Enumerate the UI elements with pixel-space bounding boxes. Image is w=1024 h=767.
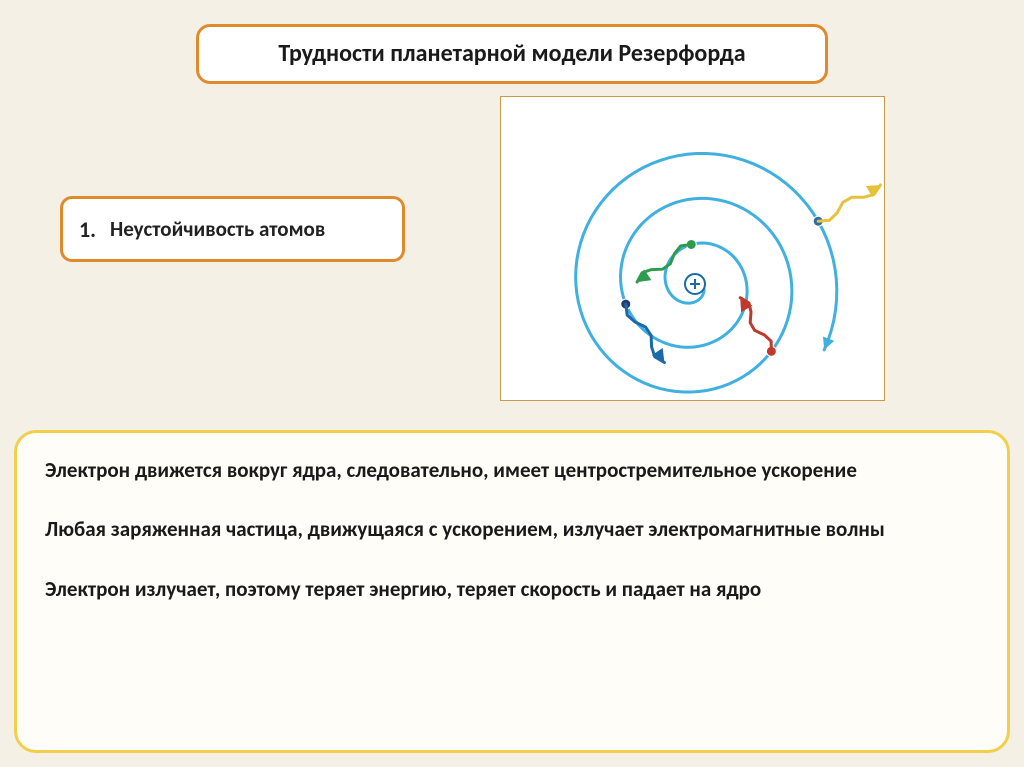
point-number: 1. [79, 216, 96, 243]
header-box: Трудности планетарной модели Резерфорда [196, 24, 828, 84]
slide: Трудности планетарной модели Резерфорда … [0, 0, 1024, 767]
header-title: Трудности планетарной модели Резерфорда [278, 40, 745, 68]
point-box: 1. Неустойчивость атомов [60, 196, 405, 262]
body-panel: Электрон движется вокруг ядра, следовате… [14, 430, 1010, 753]
point-label: Неустойчивость атомов [110, 216, 325, 242]
atom-spiral-diagram [500, 96, 885, 401]
atom-spiral-svg [501, 97, 884, 400]
body-para-1: Электрон движется вокруг ядра, следовате… [45, 457, 979, 484]
spiral-path [576, 153, 837, 392]
body-para-3: Электрон излучает, поэтому теряет энерги… [45, 576, 979, 603]
body-para-2: Любая заряженная частица, движущаяся с у… [45, 516, 979, 543]
